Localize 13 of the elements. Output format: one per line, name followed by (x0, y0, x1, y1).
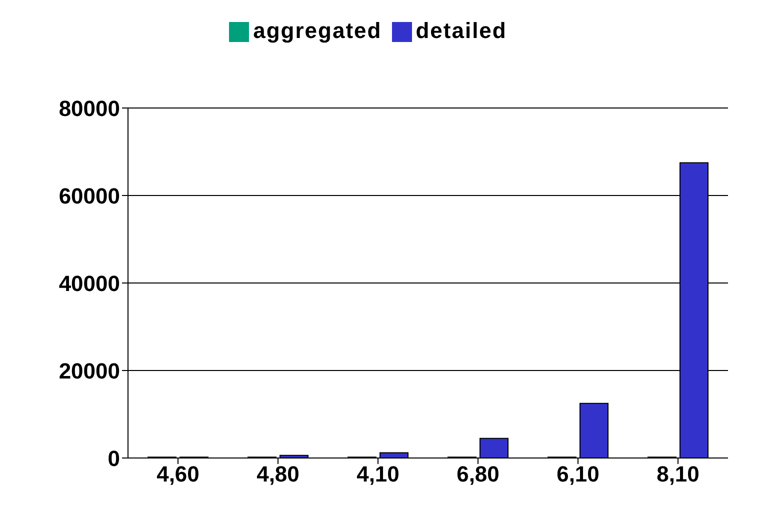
x-tick-label: 8,10 (656, 462, 700, 487)
y-tick-label: 0 (108, 446, 120, 471)
x-tick-label: 4,60 (156, 462, 200, 487)
x-tick-label: 6,10 (556, 462, 600, 487)
y-tick-label: 40000 (58, 270, 120, 296)
x-tick-label: 4,10 (356, 462, 400, 487)
legend-label: aggregated (253, 18, 382, 43)
x-tick-label: 4,80 (256, 462, 300, 487)
y-tick-label: 80000 (58, 96, 120, 121)
x-tick-label: 6,80 (456, 462, 500, 487)
legend-label: detailed (416, 18, 507, 43)
y-tick-label: 60000 (58, 183, 120, 208)
y-tick-label: 20000 (58, 358, 120, 384)
